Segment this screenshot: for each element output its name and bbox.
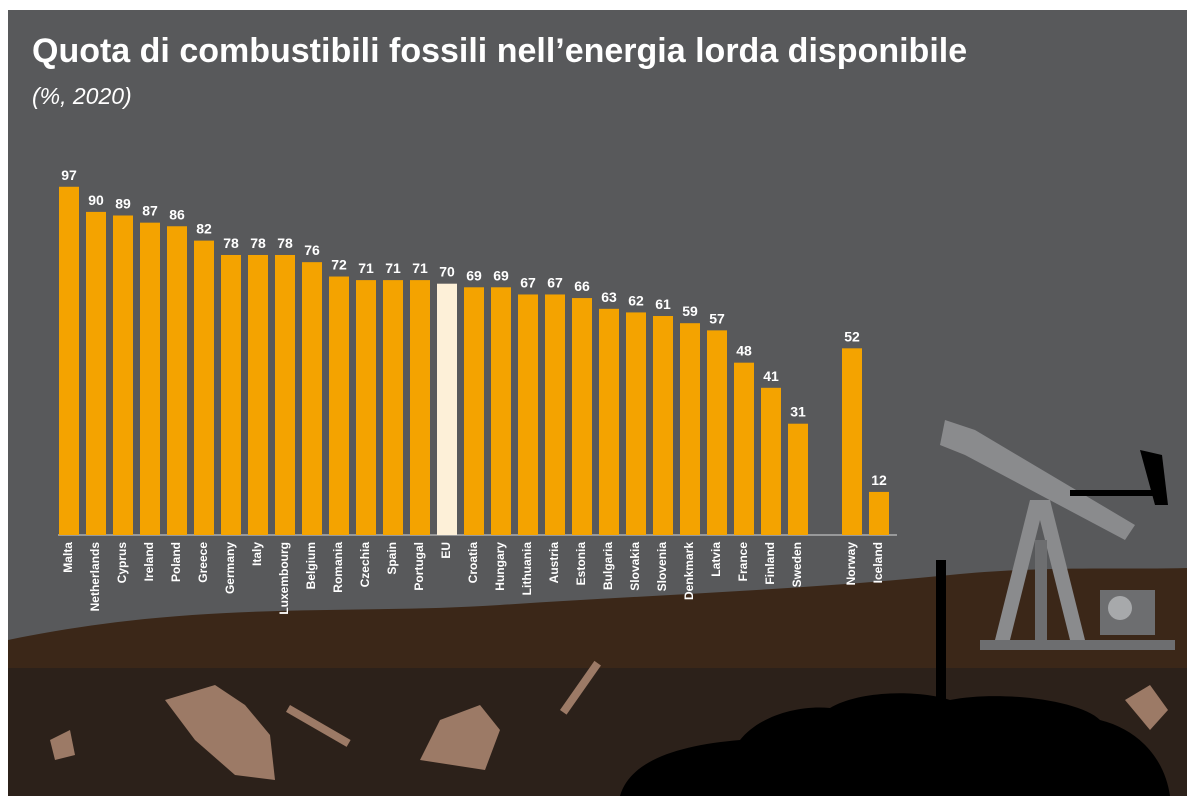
value-label: 71 [358,260,374,276]
x-tick-label: Bulgaria [601,542,615,590]
bar [734,362,754,535]
bar [194,240,214,535]
value-label: 59 [682,303,698,319]
value-label: 52 [844,328,860,344]
bar [869,491,889,535]
x-tick-label: Poland [169,542,183,582]
bar [275,254,295,536]
x-tick-label: Iceland [871,542,885,583]
x-tick-label: Romania [331,542,345,593]
x-tick-label: Slovakia [628,542,642,591]
value-label: 69 [466,267,482,283]
value-label: 76 [304,242,320,258]
bar [464,287,484,535]
bar [599,308,619,535]
x-tick-label: Germany [223,542,237,594]
value-label: 62 [628,292,644,308]
bar [140,222,160,536]
value-label: 72 [331,257,347,273]
bar [626,312,646,535]
value-label: 87 [142,203,158,219]
bar [788,423,808,535]
x-tick-label: Lithuania [520,542,534,596]
x-tick-label: Czechia [358,542,372,588]
value-label: 78 [277,235,293,251]
x-tick-label: Slovenia [655,542,669,592]
value-label: 69 [493,267,509,283]
value-label: 66 [574,278,590,294]
chart-subtitle: (%, 2020) [32,83,132,109]
bar [518,294,538,535]
value-label: 67 [520,274,536,290]
bar [167,226,187,535]
bar [113,215,133,536]
x-tick-label: Luxembourg [277,542,291,615]
value-label: 78 [250,235,266,251]
chart-title: Quota di combustibili fossili nell’energ… [32,32,967,70]
bar [842,348,862,535]
bar [221,254,241,536]
value-label: 67 [547,274,563,290]
value-label: 57 [709,310,725,326]
bar [302,262,322,535]
bar [248,254,268,536]
x-tick-label: Hungary [493,542,507,591]
fossils [50,660,1168,780]
x-tick-label: Portugal [412,542,426,591]
bar [545,294,565,535]
value-label: 82 [196,221,212,237]
x-tick-label: Estonia [574,542,588,586]
value-label: 61 [655,296,671,312]
bar [383,280,403,535]
bar [356,280,376,535]
bar [329,276,349,535]
x-tick-label: Cyprus [115,542,129,584]
x-tick-label: Austria [547,542,561,584]
pipe [936,560,946,700]
x-tick-label: Spain [385,542,399,575]
value-label: 63 [601,289,617,305]
value-label: 86 [169,206,185,222]
bar [572,298,592,535]
x-tick-label: Italy [250,542,264,566]
value-label: 89 [115,195,131,211]
value-label: 41 [763,368,779,384]
x-tick-label: Sweden [790,542,804,587]
value-label: 90 [88,192,104,208]
bar [680,323,700,535]
value-label: 70 [439,264,455,280]
pump-jack [940,420,1175,650]
value-label: 97 [61,167,77,183]
bar [410,280,430,535]
value-label: 48 [736,343,752,359]
x-tick-label: Belgium [304,542,318,589]
x-tick-label: France [736,542,750,582]
value-label: 12 [871,472,887,488]
value-label: 31 [790,404,806,420]
x-tick-label: Greece [196,542,210,583]
bar [761,387,781,535]
x-tick-label: Denkmark [682,542,696,600]
x-tick-label: Ireland [142,542,156,581]
bar [707,330,727,535]
bar [59,186,79,535]
value-label: 71 [385,260,401,276]
value-label: 71 [412,260,428,276]
bar [653,316,673,535]
bar [437,283,457,535]
oil-deposit [620,693,1170,796]
bar [491,287,511,535]
x-tick-label: Malta [61,542,75,573]
x-tick-label: Croatia [466,542,480,584]
x-tick-label: Norway [844,542,858,586]
x-tick-label: Latvia [709,542,723,577]
x-tick-label: EU [439,542,453,559]
x-tick-label: Netherlands [88,542,102,612]
value-label: 78 [223,235,239,251]
x-tick-label: Finland [763,542,777,585]
bar [86,211,106,535]
